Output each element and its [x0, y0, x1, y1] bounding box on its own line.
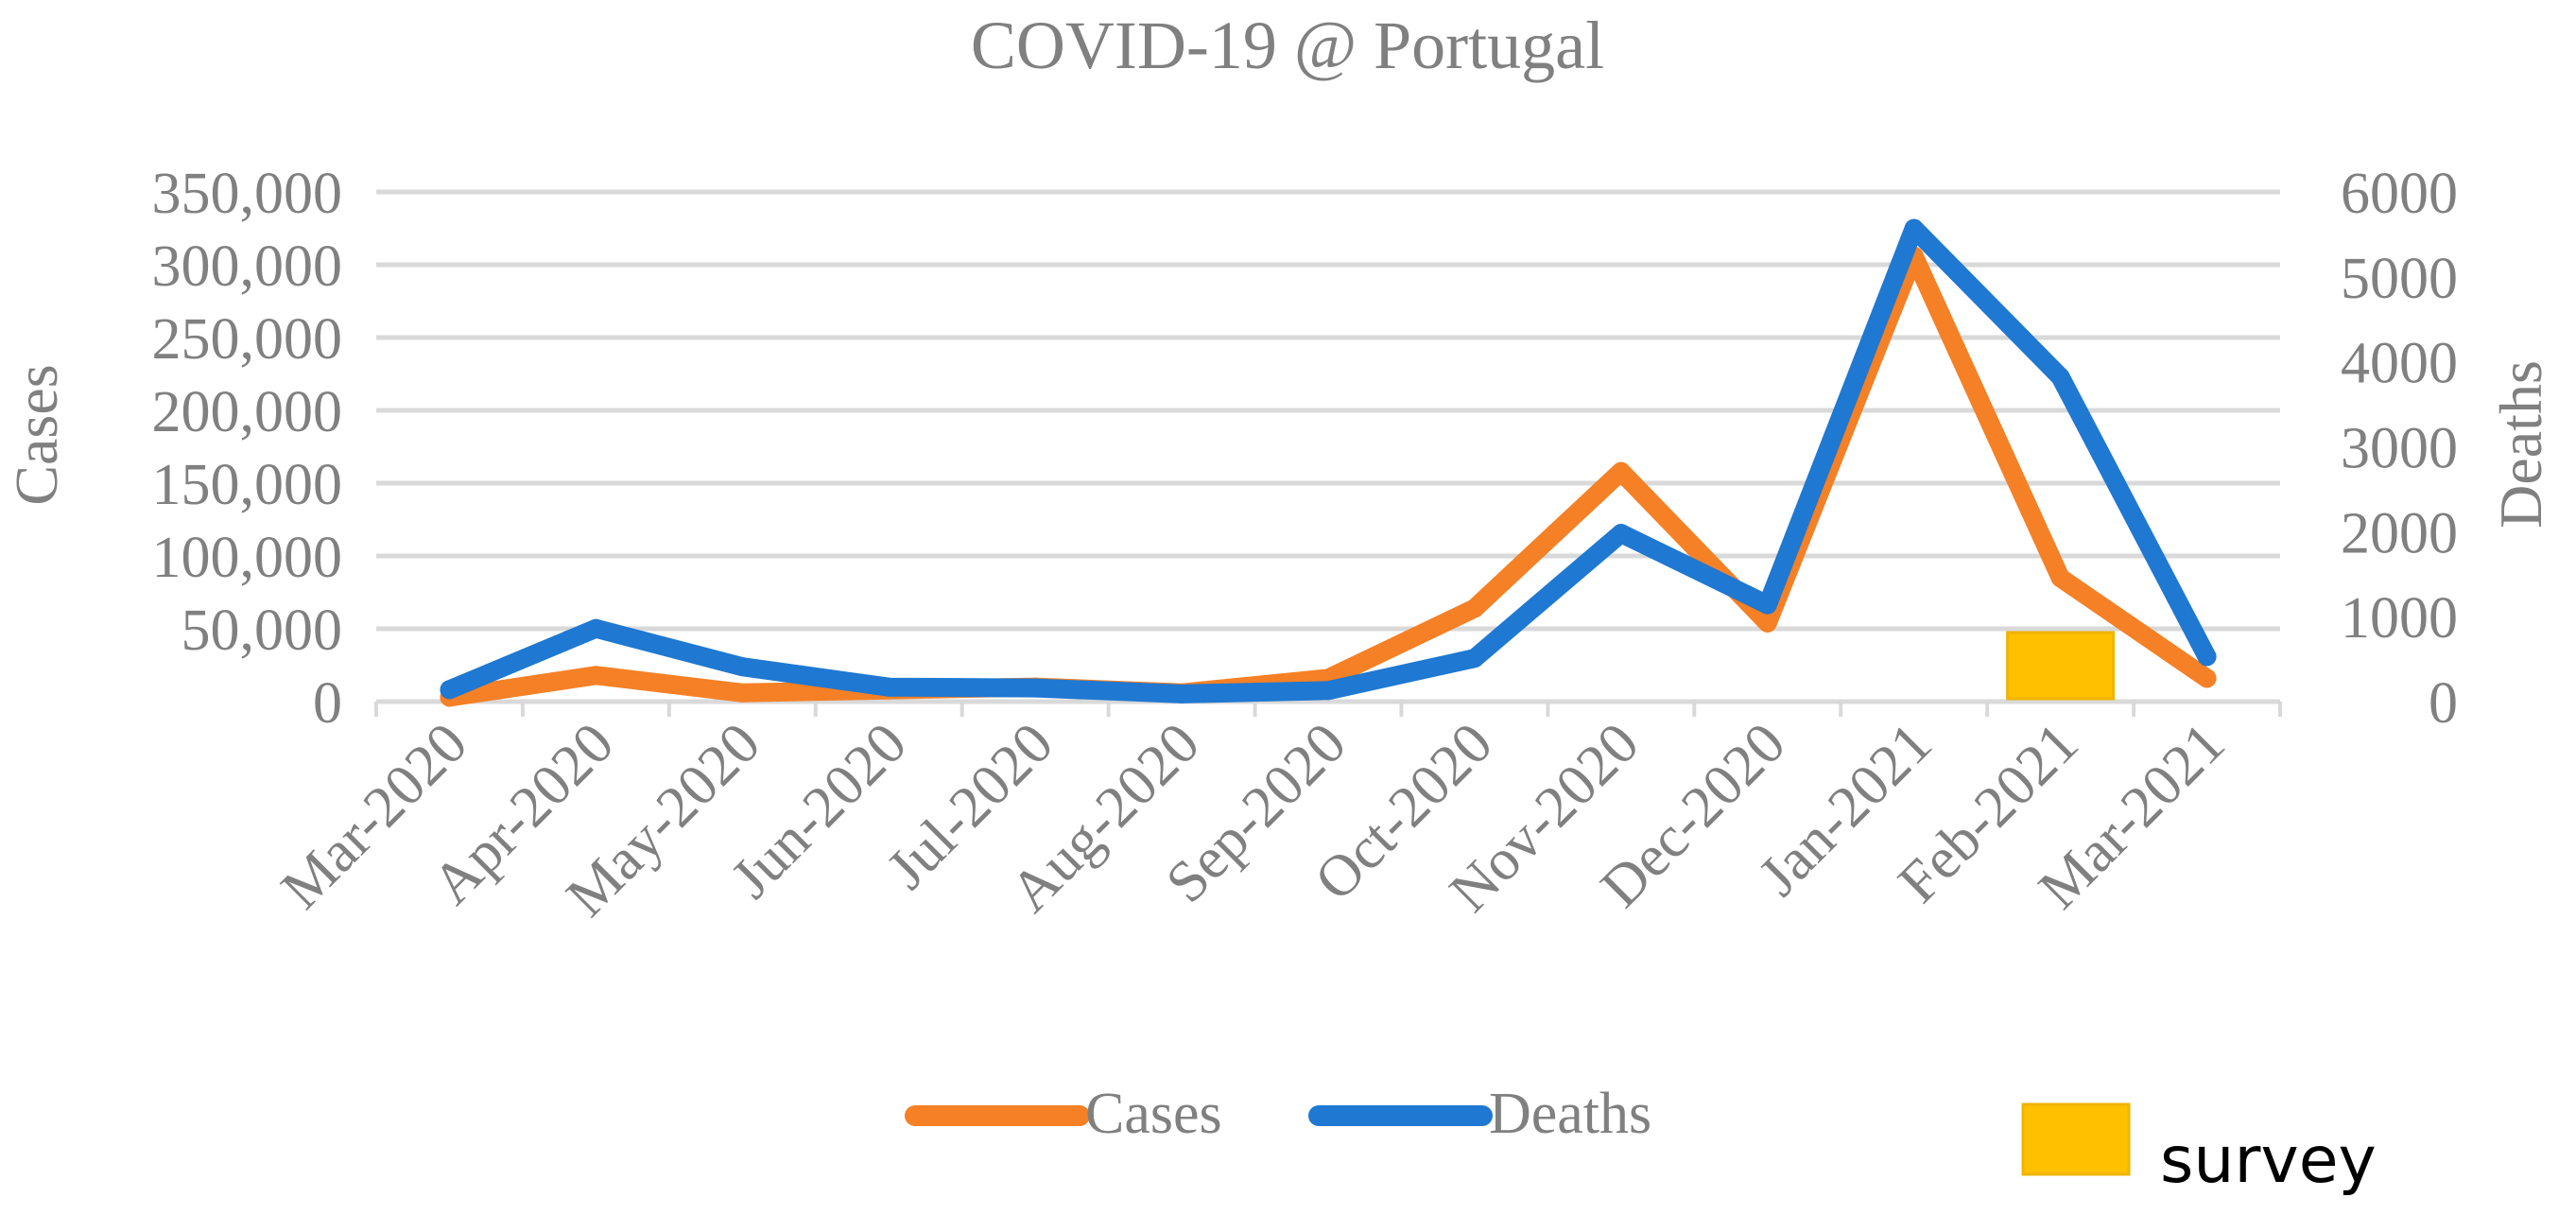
data-point-deaths-0: [440, 680, 459, 700]
left-tick-label-4: 200,000: [152, 380, 343, 444]
data-point-cases-1: [586, 666, 606, 686]
survey-marker: [2006, 631, 2116, 701]
data-point-deaths-9: [1757, 595, 1777, 615]
data-point-cases-8: [1611, 461, 1631, 481]
gridlines: [376, 189, 2280, 632]
left-tick-label-0: 0: [313, 671, 342, 736]
data-point-cases-9: [1757, 613, 1777, 633]
left-tick-label-2: 100,000: [152, 526, 343, 590]
data-point-deaths-12: [2197, 647, 2217, 667]
right-tick-label-1: 1000: [2341, 586, 2458, 651]
left-tick-label-5: 250,000: [152, 307, 343, 372]
left-tick-label-6: 300,000: [152, 234, 343, 299]
right-y-axis-ticks: 0 1000 2000 3000 4000 5000 6000: [2341, 162, 2458, 736]
left-axis-label: Cases: [3, 364, 70, 505]
right-tick-label-4: 4000: [2341, 332, 2458, 396]
data-point-deaths-3: [879, 677, 899, 697]
data-point-deaths-5: [1172, 684, 1192, 703]
left-y-axis-ticks: 0 50,000 100,000 150,000 200,000 250,000 300,0…: [152, 162, 343, 736]
right-axis-label: Deaths: [2487, 360, 2554, 529]
data-point-deaths-7: [1464, 649, 1484, 668]
right-tick-label-3: 3000: [2341, 417, 2458, 481]
left-tick-label-7: 350,000: [152, 162, 343, 226]
left-tick-label-3: 150,000: [152, 453, 343, 517]
data-point-cases-11: [2050, 568, 2070, 588]
survey-annotation: [2006, 631, 2116, 701]
series-lines: [440, 218, 2217, 707]
right-tick-label-5: 5000: [2341, 247, 2458, 311]
left-tick-label-1: 50,000: [182, 599, 343, 663]
data-point-deaths-8: [1611, 524, 1631, 544]
legend-cases-label: Cases: [1085, 1082, 1222, 1146]
data-point-cases-12: [2197, 668, 2217, 688]
legend-survey-swatch: [2021, 1102, 2131, 1176]
data-point-deaths-4: [1026, 678, 1046, 698]
legend-deaths-label: Deaths: [1489, 1082, 1651, 1146]
data-point-deaths-11: [2050, 367, 2070, 387]
x-axis: [374, 699, 2282, 717]
data-point-deaths-1: [586, 618, 606, 638]
data-point-deaths-2: [733, 657, 752, 677]
x-axis-labels: Mar-2020Apr-2020May-2020Jun-2020Jul-2020…: [269, 711, 2238, 929]
data-point-cases-2: [733, 683, 752, 703]
right-tick-label-0: 0: [2429, 671, 2458, 736]
data-point-deaths-6: [1319, 681, 1338, 701]
right-tick-label-2: 2000: [2341, 501, 2458, 565]
data-point-deaths-10: [1904, 218, 1924, 238]
data-point-cases-7: [1464, 599, 1484, 618]
legend-survey-label: survey: [2160, 1123, 2377, 1198]
right-tick-label-6: 6000: [2341, 162, 2458, 226]
chart-title: COVID-19 @ Portugal: [971, 8, 1604, 83]
legend: Cases Deaths survey: [905, 1082, 2377, 1198]
